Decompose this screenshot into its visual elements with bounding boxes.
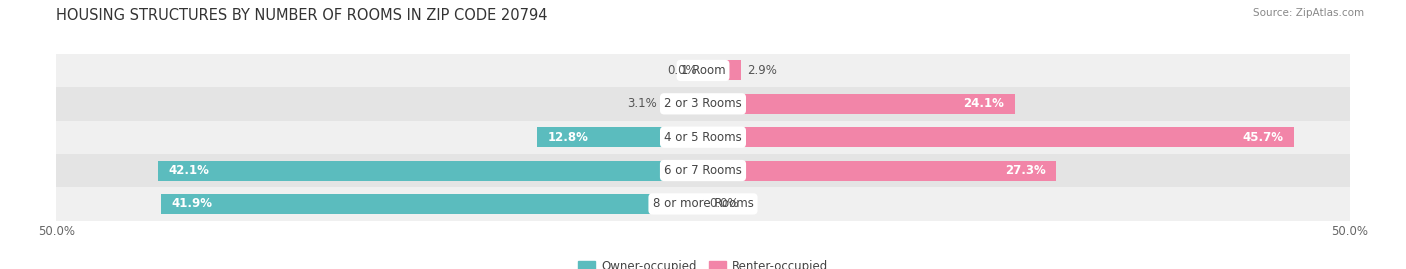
Bar [56,154,1350,187]
Text: 6 or 7 Rooms: 6 or 7 Rooms [664,164,742,177]
Text: 42.1%: 42.1% [169,164,209,177]
Text: 45.7%: 45.7% [1243,131,1284,144]
Bar [56,121,1350,154]
Text: Source: ZipAtlas.com: Source: ZipAtlas.com [1253,8,1364,18]
Bar [703,94,1015,114]
Bar [537,127,703,147]
Text: 4 or 5 Rooms: 4 or 5 Rooms [664,131,742,144]
Text: 1 Room: 1 Room [681,64,725,77]
Bar [159,161,703,180]
Text: 12.8%: 12.8% [548,131,589,144]
Bar [662,94,703,114]
Bar [703,127,1294,147]
Text: 2 or 3 Rooms: 2 or 3 Rooms [664,97,742,110]
Legend: Owner-occupied, Renter-occupied: Owner-occupied, Renter-occupied [572,256,834,269]
Text: 8 or more Rooms: 8 or more Rooms [652,197,754,210]
Text: 24.1%: 24.1% [963,97,1004,110]
Text: 41.9%: 41.9% [172,197,212,210]
Bar [56,187,1350,221]
Bar [703,161,1056,180]
Text: 27.3%: 27.3% [1005,164,1046,177]
Text: 2.9%: 2.9% [747,64,778,77]
Text: 0.0%: 0.0% [710,197,740,210]
Text: 3.1%: 3.1% [627,97,657,110]
Bar [162,194,703,214]
Text: 0.0%: 0.0% [666,64,696,77]
Bar [56,54,1350,87]
Bar [56,87,1350,121]
Bar [703,61,741,80]
Text: HOUSING STRUCTURES BY NUMBER OF ROOMS IN ZIP CODE 20794: HOUSING STRUCTURES BY NUMBER OF ROOMS IN… [56,8,548,23]
